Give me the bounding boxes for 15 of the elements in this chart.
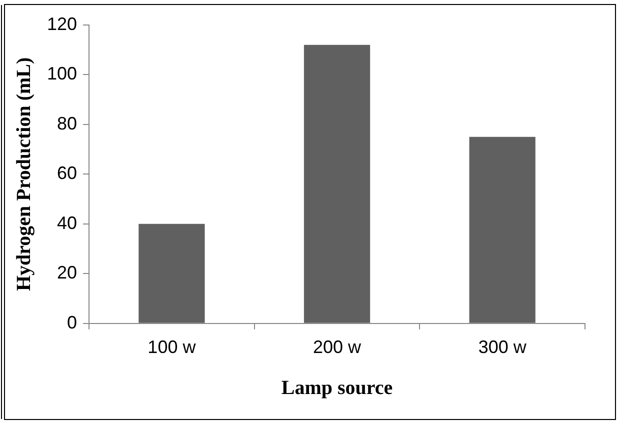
bar [304,44,370,323]
y-tick-label: 20 [57,262,78,283]
y-tick-label: 60 [57,163,78,184]
x-tick-label: 300 w [478,337,528,358]
x-tick-label: 100 w [148,337,197,358]
y-axis-title: Hydrogen Production (mL) [13,57,36,292]
y-tick-label: 80 [57,113,78,134]
bar [469,136,536,323]
y-tick-label: 120 [46,14,78,34]
y-tick-label: 40 [57,212,78,233]
x-axis-title: Lamp source [281,377,393,400]
y-tick-label: 0 [67,312,78,332]
y-tick-label: 100 [46,64,78,84]
x-tick-label: 200 w [312,337,362,358]
bar [138,224,205,323]
